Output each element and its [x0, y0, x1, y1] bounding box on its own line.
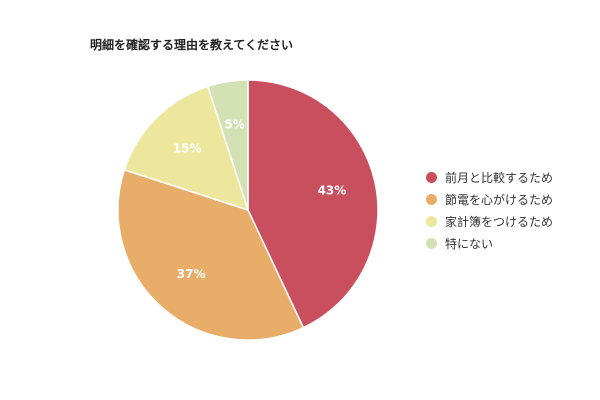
- legend: 前月と比較するため 節電を心がけるため 家計簿をつけるため 特にない: [426, 166, 553, 254]
- pie-slices: [117, 79, 379, 341]
- legend-swatch-3: [426, 237, 437, 249]
- pie-label-1: 37%: [177, 267, 206, 281]
- legend-swatch-1: [426, 193, 437, 205]
- pie-label-0: 43%: [318, 184, 347, 198]
- legend-item-3[interactable]: 特にない: [426, 232, 553, 254]
- legend-item-0[interactable]: 前月と比較するため: [426, 166, 553, 188]
- pie-slice-1[interactable]: [117, 168, 305, 341]
- pie-slice-3[interactable]: [206, 79, 249, 211]
- pie-label-2: 15%: [173, 142, 202, 156]
- pie-labels: 43% 37% 15% 5%: [173, 118, 346, 281]
- pie-label-3: 5%: [224, 118, 244, 132]
- legend-label-0: 前月と比較するため: [445, 170, 554, 185]
- legend-swatch-2: [426, 215, 437, 227]
- chart-title: 明細を確認する理由を教えてください: [90, 38, 294, 52]
- pie-slice-0[interactable]: [247, 79, 379, 329]
- legend-item-2[interactable]: 家計簿をつけるため: [426, 210, 553, 232]
- legend-label-3: 特にない: [445, 236, 494, 251]
- legend-label-1: 節電を心がけるため: [445, 192, 554, 207]
- legend-item-1[interactable]: 節電を心がけるため: [426, 188, 553, 210]
- legend-swatch-0: [426, 171, 437, 183]
- legend-label-2: 家計簿をつけるため: [445, 214, 554, 229]
